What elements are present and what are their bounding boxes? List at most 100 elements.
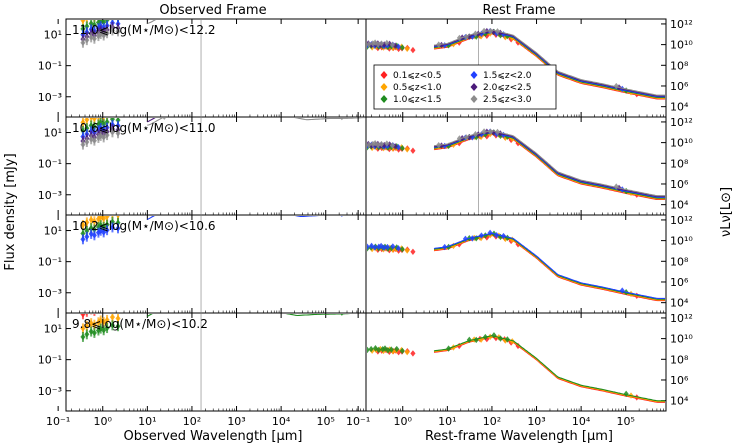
panel-frame	[365, 214, 667, 314]
data-point	[91, 35, 97, 42]
data-point	[89, 0, 94, 5]
mass-bin-label: 10.2⩽log(M⋆/M⊙)<10.6	[72, 219, 216, 233]
data-point	[102, 118, 105, 120]
data-point	[450, 40, 457, 48]
y-tick-label-right: 10⁶	[670, 80, 689, 93]
legend-marker	[380, 95, 388, 103]
data-point	[84, 227, 90, 235]
ylabel-rest: νLν[L⊙]	[719, 187, 734, 237]
data-point	[497, 29, 503, 37]
data-point	[375, 41, 381, 48]
data-point	[80, 221, 86, 229]
data-point	[91, 218, 97, 225]
legend-label: 0.5⩽z<1.0	[393, 83, 442, 93]
data-point	[491, 332, 497, 339]
data-point	[469, 33, 475, 40]
data-point	[404, 348, 410, 356]
data-point	[101, 216, 107, 222]
data-point	[91, 226, 97, 233]
data-point	[497, 335, 504, 342]
y-tick-label-right: 10⁴	[670, 395, 689, 408]
data-point	[478, 131, 485, 138]
xlabel-rest: Rest-frame Wavelength [μm]	[425, 429, 613, 444]
mass-bin-label: 10.6⩽log(M⋆/M⊙)<11.0	[72, 121, 216, 135]
data-point	[98, 9, 103, 15]
data-point	[116, 216, 120, 219]
data-point	[613, 183, 619, 190]
data-point	[95, 134, 101, 142]
data-point	[80, 333, 86, 341]
data-point	[91, 118, 97, 122]
data-point	[446, 345, 452, 352]
data-point	[115, 7, 120, 13]
legend: 0.1⩽z<0.5 0.5⩽z<1.0 1.0⩽z<1.5 1.5⩽z<2.0 2.0⩽…	[373, 64, 557, 110]
data-point	[80, 314, 86, 318]
model-sed-line	[147, 314, 352, 317]
data-point	[84, 233, 90, 240]
data-point	[98, 221, 104, 229]
data-point	[80, 230, 86, 237]
data-point	[96, 0, 101, 4]
data-point	[104, 30, 110, 37]
data-point	[91, 137, 97, 144]
data-point	[340, 118, 344, 121]
data-point	[109, 27, 116, 34]
data-point	[367, 346, 370, 354]
data-point	[378, 140, 385, 148]
data-point	[101, 0, 106, 4]
y-tick-label-right: 10⁶	[670, 276, 689, 289]
data-point	[80, 141, 86, 148]
y-tick-label-right: 10¹²	[670, 116, 693, 129]
data-point	[91, 123, 97, 131]
data-point	[381, 244, 387, 251]
y-tick-label-left: 10⁻¹	[38, 60, 62, 73]
data-point	[399, 347, 405, 355]
y-tick-label-left: 10⁻³	[38, 189, 62, 202]
data-point	[387, 40, 393, 48]
title-rest: Rest Frame	[483, 3, 556, 18]
y-tick-label-right: 10¹⁰	[670, 137, 693, 150]
data-point	[394, 345, 400, 353]
plot-area	[367, 229, 665, 302]
data-point	[109, 314, 116, 321]
data-point	[80, 127, 86, 135]
data-point	[80, 325, 86, 332]
data-point	[484, 32, 490, 39]
data-point	[339, 0, 344, 1]
legend-marker	[470, 95, 478, 103]
data-point	[86, 20, 88, 22]
data-point	[404, 45, 410, 53]
data-point	[410, 350, 416, 357]
data-point	[482, 131, 488, 138]
data-point	[101, 318, 107, 326]
data-point	[98, 216, 104, 221]
model-sed-line	[147, 0, 366, 1]
x-tick-label: 10³	[527, 415, 545, 428]
data-point	[84, 138, 90, 146]
data-point	[84, 36, 90, 44]
x-tick-label: 10⁴	[572, 415, 591, 428]
data-point	[86, 314, 88, 316]
panel-rest-row4: 10⁻¹ 10⁰ 10¹ 10² 10³ 10⁴ 10⁵ 10¹² 10¹⁰ 10⁸ 10⁶ 10⁴	[346, 312, 693, 428]
data-point	[463, 33, 469, 41]
data-point	[84, 331, 90, 338]
data-point	[104, 131, 110, 139]
data-point	[104, 221, 110, 228]
legend-marker	[380, 71, 388, 79]
y-tick-label-right: 10¹²	[670, 214, 693, 227]
data-point	[109, 322, 116, 329]
data-point	[94, 314, 95, 315]
data-point	[80, 39, 86, 46]
data-point	[390, 243, 396, 250]
data-point	[472, 131, 478, 138]
legend-label: 1.0⩽z<1.5	[393, 95, 441, 105]
y-tick-label-right: 10¹²	[670, 312, 693, 325]
data-point	[115, 323, 121, 330]
legend-marker	[470, 71, 478, 79]
data-point	[101, 11, 106, 17]
data-point	[462, 235, 468, 243]
data-point	[109, 224, 116, 231]
data-point	[392, 42, 398, 49]
data-point	[101, 134, 107, 141]
data-point	[111, 216, 114, 217]
